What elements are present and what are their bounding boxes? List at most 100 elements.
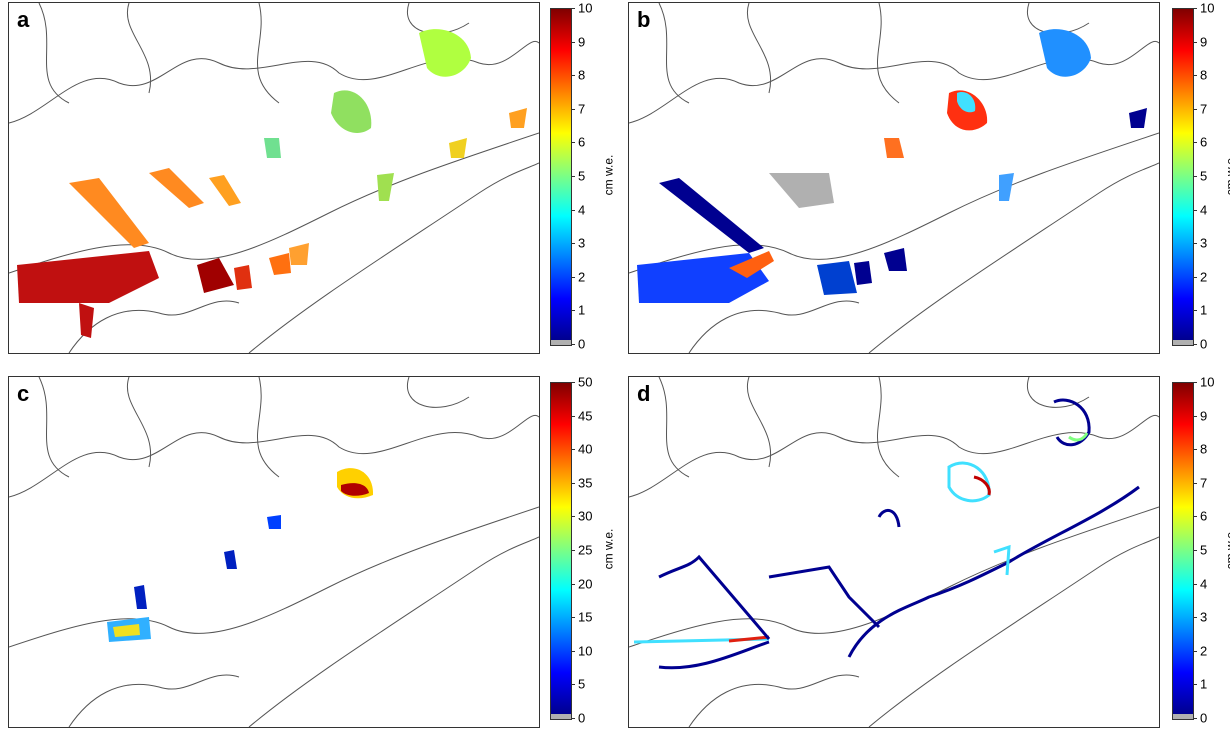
glacier-region <box>884 138 904 158</box>
colorbar-tick-label: 8 <box>1200 67 1208 83</box>
colorbar-tick-label: 10 <box>578 0 593 16</box>
colorbar-tick-mark <box>571 310 575 312</box>
colorbar <box>1172 8 1194 346</box>
colorbar-tick-label: 10 <box>578 643 593 659</box>
colorbar-tick-mark <box>1193 516 1197 518</box>
colorbar-tick-mark <box>571 550 575 551</box>
glacier-region <box>999 173 1014 201</box>
colorbar-tick-mark <box>1193 344 1197 345</box>
colorbar-tick-mark <box>571 75 575 77</box>
glacier-outline <box>658 554 771 640</box>
colorbar-tick-label: 5 <box>1200 542 1208 558</box>
coastline <box>629 40 1159 124</box>
glacier-outline <box>973 475 991 496</box>
panel-label: a <box>17 7 30 32</box>
glacier-region <box>377 173 394 201</box>
map-panel-d: d <box>628 376 1160 728</box>
glacier-region <box>79 303 94 338</box>
colorbar-tick-label: 2 <box>1200 643 1208 659</box>
glacier-region <box>289 243 309 265</box>
colorbar-tick-label: 25 <box>578 542 593 558</box>
glacier-outline <box>768 565 881 629</box>
glacier-region <box>729 251 774 278</box>
coastline <box>38 3 280 104</box>
coastline <box>9 132 539 274</box>
colorbar-tick-mark <box>571 8 575 9</box>
coastline <box>658 3 900 104</box>
glacier-region <box>449 138 467 158</box>
glacier-outline <box>877 509 901 528</box>
glacier-outline <box>1053 398 1091 447</box>
glacier-region <box>659 178 764 253</box>
colorbar-tick-label: 0 <box>1200 710 1208 726</box>
map-panel-b: b <box>628 2 1160 354</box>
glacier-region <box>509 108 527 128</box>
colorbar-tick-mark <box>1193 41 1197 43</box>
colorbar <box>550 382 572 720</box>
colorbar-tick-label: 45 <box>578 408 593 424</box>
colorbar-tick-label: 1 <box>578 302 586 318</box>
glacier-outline <box>728 635 770 643</box>
colorbar-tick-mark <box>571 176 575 177</box>
map-c-svg <box>9 377 539 727</box>
colorbar-tick-label: 9 <box>578 34 586 50</box>
colorbar-tick-mark <box>571 276 575 278</box>
colorbar-tick-label: 10 <box>1200 0 1215 16</box>
colorbar-tick-label: 8 <box>578 67 586 83</box>
colorbar-tick-mark <box>1193 650 1197 652</box>
colorbar-tick-label: 10 <box>1200 374 1215 390</box>
colorbar-tick-mark <box>1193 550 1197 551</box>
glacier-region <box>267 515 281 529</box>
coastline <box>629 132 1159 274</box>
coastline <box>9 414 539 498</box>
colorbar-ticks: 10 9 8 7 6 5 4 3 2 1 0 <box>571 1 602 352</box>
coastline <box>1026 3 1090 34</box>
colorbar-tick-label: 9 <box>1200 34 1208 50</box>
colorbar-tick-mark <box>1193 243 1197 245</box>
coastline <box>688 674 860 727</box>
colorbar-tick-mark <box>571 583 575 585</box>
colorbar-ticks: 10 9 8 7 6 5 4 3 2 1 0 <box>1193 375 1224 726</box>
colorbar-tick-label: 4 <box>1200 576 1208 592</box>
glacier-region <box>17 251 159 303</box>
glacier-region <box>264 138 281 158</box>
glacier-region <box>209 175 241 206</box>
colorbar-tick-mark <box>1193 142 1197 144</box>
coastline <box>629 506 1159 648</box>
colorbar-tick-mark <box>1193 617 1197 619</box>
coastline <box>1026 377 1090 408</box>
colorbar-ticks: 10 9 8 7 6 5 4 3 2 1 0 <box>1193 1 1224 352</box>
glacier-region <box>197 258 234 293</box>
colorbar-tick-mark <box>1193 176 1197 177</box>
coastline <box>658 377 900 478</box>
coastline <box>406 377 470 408</box>
colorbar-tick-mark <box>1193 209 1197 211</box>
colorbar-tick-mark <box>571 108 575 110</box>
glacier-outline <box>1068 432 1089 442</box>
colorbar-tick-label: 0 <box>578 710 586 726</box>
glacier-region <box>957 92 976 113</box>
map-panel-a: a <box>8 2 540 354</box>
map-panel-c: c <box>8 376 540 728</box>
coastline <box>248 536 539 727</box>
colorbar-tick-mark <box>571 142 575 144</box>
colorbar <box>1172 382 1194 720</box>
glacier-region <box>269 253 291 275</box>
glacier-region <box>224 550 237 569</box>
colorbar-tick-label: 1 <box>1200 676 1208 692</box>
colorbar <box>550 8 572 346</box>
map-d-svg <box>629 377 1159 727</box>
glacier-region <box>331 90 372 133</box>
glacier-region <box>1039 29 1091 77</box>
colorbar-tick-label: 40 <box>578 441 593 457</box>
colorbar-tick-mark <box>1193 108 1197 110</box>
glacier-region <box>113 624 140 637</box>
coastline <box>68 674 240 727</box>
colorbar-tick-label: 50 <box>578 374 593 390</box>
colorbar-tick-mark <box>571 209 575 211</box>
map-a-svg <box>9 3 539 353</box>
colorbar-tick-mark <box>571 617 575 619</box>
colorbar-tick-mark <box>571 650 575 652</box>
map-b-svg <box>629 3 1159 353</box>
glacier-outline <box>658 640 770 670</box>
